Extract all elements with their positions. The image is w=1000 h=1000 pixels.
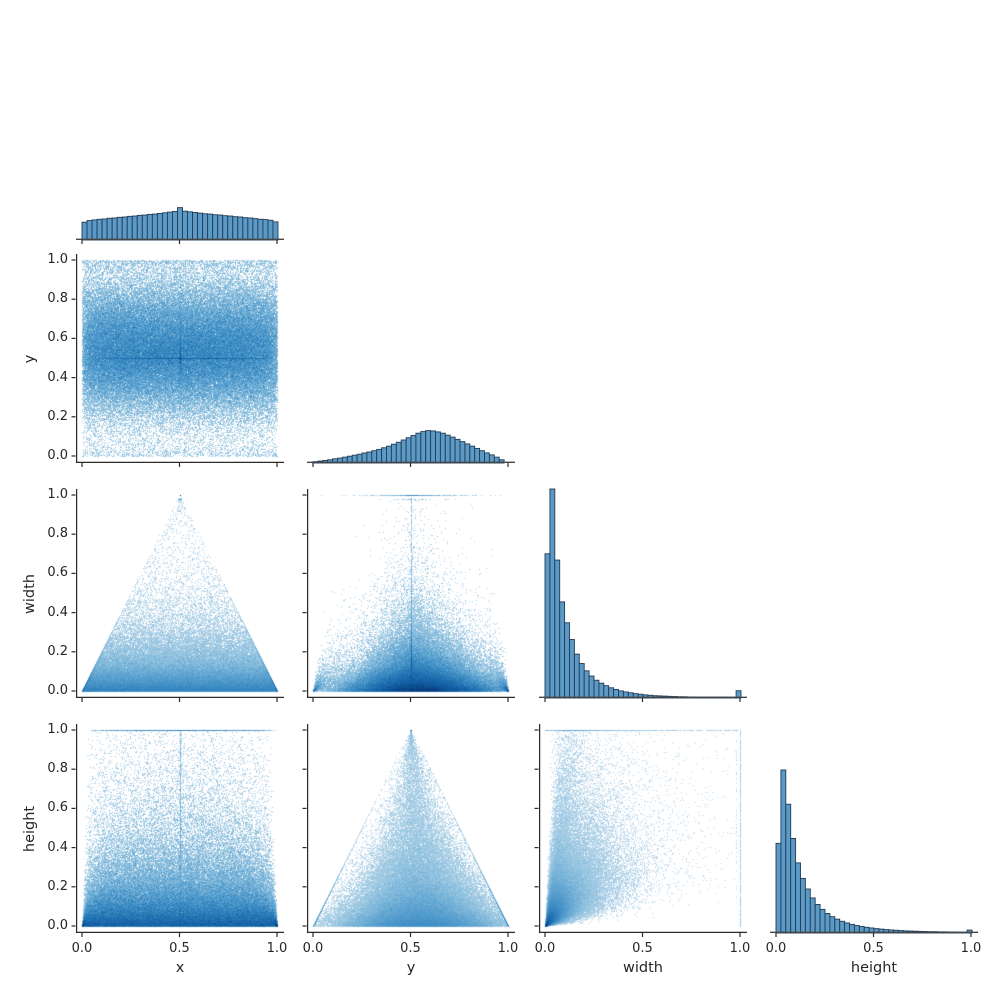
panel-scatter-width-vs-x [71,489,284,702]
scatter-width-vs-x-canvas [76,489,284,698]
x-axis-label-x: x [175,960,185,976]
xtick-label: 0.5 [632,941,653,956]
ytick-label: 0.8 [47,761,68,777]
ytick-label: 0.2 [47,643,68,659]
ytick-label: 0.4 [47,604,68,620]
xtick-label: 0.0 [71,941,93,956]
panel-scatter-height-vs-x [71,724,284,937]
panel-hist-y [307,254,515,467]
panel-scatter-width-vs-y [302,489,515,702]
xtick-label: 1.0 [729,941,751,956]
xtick-label: 1.0 [960,941,982,956]
panel-scatter-height-vs-width [534,724,747,937]
xtick-label: 1.0 [266,941,288,956]
scatter-height-vs-y-canvas [307,724,515,933]
ytick-label: 0.6 [47,565,68,581]
panel-hist-height [770,724,978,937]
ytick-label: 0.2 [47,408,68,424]
scatter-y-vs-x-canvas [76,254,284,463]
panel-scatter-height-vs-y [302,724,515,937]
ytick-label: 0.8 [47,291,68,307]
scatter-height-vs-x-canvas [76,724,284,933]
ytick-label: 0.8 [47,526,68,542]
xtick-label: 0.5 [400,941,421,956]
x-axis-label-y: y [406,960,416,976]
xtick-label: 0.0 [765,941,787,956]
y-axis-label-y: y [22,354,38,364]
panel-hist-width [539,488,747,702]
xtick-label: 0.0 [534,941,556,956]
ytick-label: 0.0 [47,448,68,463]
ytick-label: 0.6 [47,800,68,816]
ytick-label: 1.0 [47,252,68,267]
ytick-label: 1.0 [47,722,68,737]
xtick-label: 0.5 [169,941,190,956]
xtick-label: 1.0 [497,941,519,956]
scatter-width-vs-y-canvas [307,489,515,698]
ytick-label: 0.0 [47,683,68,698]
xtick-label: 0.0 [302,941,324,956]
x-axis-label-height: height [850,960,898,976]
panel-scatter-y-vs-x [71,254,284,467]
scatter-height-vs-width-canvas [539,724,747,933]
xtick-label: 0.5 [863,941,884,956]
ytick-label: 0.4 [47,839,68,855]
ytick-label: 0.2 [47,878,68,894]
ytick-label: 0.0 [47,918,68,933]
x-axis-label-width: width [623,960,663,976]
ytick-label: 1.0 [47,487,68,502]
panel-hist-x [76,31,284,244]
ytick-label: 0.6 [47,330,68,346]
ytick-label: 0.4 [47,369,68,385]
